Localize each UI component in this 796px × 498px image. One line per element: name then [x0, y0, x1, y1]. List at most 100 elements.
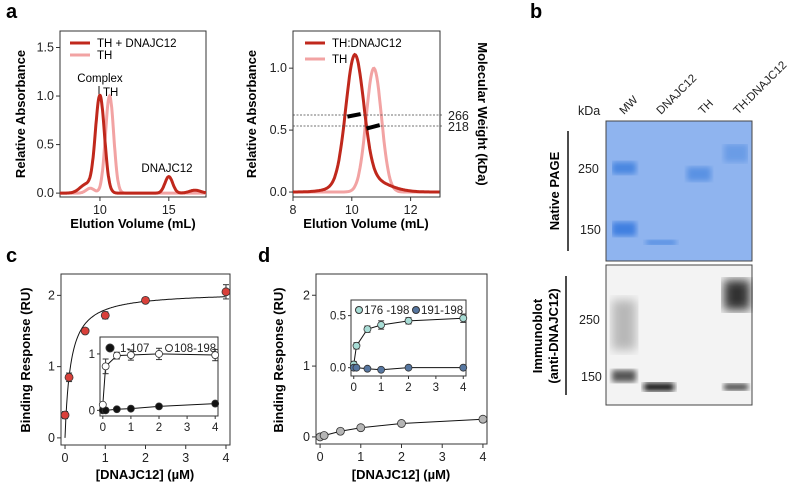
- a-left-ytick-label: 1.0: [37, 89, 54, 103]
- a-right-xtick-label: 12: [404, 203, 418, 217]
- d-inset-ytick-label: 0.0: [330, 363, 346, 375]
- c-inset-ytick-label: 0: [89, 405, 95, 417]
- band-th-dnajc12: [724, 144, 748, 162]
- legend-label-176-198: 176 -198: [364, 305, 409, 317]
- c-inset-point-108-198: [101, 362, 110, 371]
- d-inset-xtick-label: 2: [405, 382, 411, 394]
- native-page-label: Native PAGE: [547, 151, 562, 230]
- c-point-DNAJC12: [141, 295, 150, 305]
- d-point-DNAJC12: [356, 423, 366, 433]
- c-ytick-label: 2: [48, 288, 55, 302]
- a-right-series-th-dnajc12: [293, 52, 440, 194]
- a-right-axes-frame: [292, 30, 441, 198]
- complex-annotation: Complex: [77, 73, 123, 85]
- d-inset-point-176-198: [363, 325, 372, 334]
- panel-label-d: d: [258, 245, 270, 267]
- blot-band-dnajc12: [644, 383, 674, 391]
- panel-label-b: b: [530, 1, 542, 23]
- a-right-ytick-label: 0.0: [270, 185, 287, 199]
- dnajc12-annotation: DNAJC12: [141, 163, 192, 175]
- c-point-DNAJC12: [60, 410, 70, 420]
- mw-segment: [365, 123, 381, 131]
- a-right-y2label: Molecular Weight (kDa): [475, 42, 490, 186]
- a-left-series-th-dnajc12: [60, 93, 207, 195]
- c-xtick-label: 1: [102, 451, 109, 465]
- c-point-DNAJC12: [100, 310, 110, 320]
- d-xtick-label: 3: [439, 450, 446, 464]
- d-inset-xtick-label: 4: [460, 382, 467, 394]
- a-right-xtick-label: 10: [345, 203, 359, 217]
- c-xtick-label: 4: [222, 451, 229, 465]
- a-right-ylabel: Relative Absorbance: [244, 50, 259, 178]
- d-point-DNAJC12: [478, 414, 488, 424]
- c-inset-point-108-198: [127, 351, 135, 359]
- a-right-xtick-label: 8: [290, 203, 297, 217]
- d-ytick-label: 1: [303, 359, 310, 373]
- c-inset-xtick-label: 0: [100, 422, 106, 434]
- native-marker-150: 150: [580, 223, 601, 237]
- d-xtick-label: 0: [317, 450, 324, 464]
- c-xtick-label: 0: [62, 451, 69, 465]
- legend-label-th: TH: [97, 50, 112, 62]
- d-inset-point-176-198: [404, 316, 413, 325]
- a-left-ytick-label: 0.0: [37, 186, 54, 200]
- immunoblot-label: Immunoblot: [530, 298, 545, 373]
- c-inset-point-108-198: [98, 400, 107, 409]
- lane-label-th: TH: [697, 98, 716, 117]
- panel-label-a: a: [6, 1, 18, 23]
- d-inset-xtick-label: 0: [351, 382, 357, 394]
- d-inset-point-191-198: [404, 363, 413, 372]
- c-inset-point-1-107: [127, 404, 135, 413]
- legend-label-191-198: 191-198: [421, 305, 463, 317]
- d-xlabel: [DNAJC12] (µM): [352, 467, 451, 482]
- legend-marker-1-107: [105, 343, 115, 353]
- native-marker-250: 250: [578, 162, 599, 176]
- legend-label-1-107: 1-107: [120, 343, 149, 355]
- c-inset-point-108-198: [211, 351, 220, 359]
- d-ytick-label: 2: [303, 288, 310, 302]
- gel-panel: kDa MW DNAJC12 TH TH:DNAJC12 250 150 250…: [530, 59, 790, 406]
- legend-label-108-198: 108-198: [174, 343, 216, 355]
- blot-band-th-dnajc12-low: [724, 384, 748, 390]
- a-left-ylabel: Relative Absorbance: [13, 50, 28, 178]
- lane-label-mw: MW: [618, 94, 641, 117]
- c-inset-xtick-label: 3: [184, 422, 190, 434]
- c-xlabel: [DNAJC12] (µM): [96, 467, 195, 482]
- d-xtick-label: 1: [357, 450, 364, 464]
- a-right-ytick-label: 1.0: [270, 61, 287, 75]
- c-ytick-label: 1: [48, 360, 55, 374]
- lane-label-th-dnajc12: TH:DNAJC12: [732, 59, 790, 117]
- th-annotation: TH: [103, 87, 118, 99]
- immuno-marker-250: 250: [579, 313, 600, 327]
- d-inset-point-176-198: [459, 314, 468, 323]
- a-right-xlabel: Elution Volume (mL): [303, 216, 428, 231]
- mw-label-266: 266: [448, 109, 469, 123]
- a-left-xlabel: Elution Volume (mL): [70, 216, 195, 231]
- legend-marker-191-198: [412, 306, 420, 314]
- c-inset-xtick-label: 2: [156, 422, 162, 434]
- c-point-DNAJC12: [221, 287, 231, 297]
- d-inset-point-176-198: [352, 341, 361, 350]
- legend-marker-176-198: [355, 306, 363, 314]
- band-mw-250: [612, 162, 636, 174]
- d-inset-point-176-198: [377, 321, 386, 329]
- c-inset-ytick-label: 1: [89, 349, 95, 361]
- c-inset-point-1-107: [155, 402, 163, 411]
- a-left-xtick-label: 15: [162, 203, 176, 217]
- d-point-DNAJC12: [319, 431, 329, 440]
- d-xtick-label: 2: [398, 450, 405, 464]
- d-inset-point-191-198: [377, 365, 386, 374]
- c-inset-point-1-107: [211, 399, 220, 408]
- c-inset-xtick-label: 4: [212, 422, 219, 434]
- a-left-series-th: [60, 93, 206, 195]
- d-inset-point-191-198: [363, 364, 372, 373]
- d-inset-frame: [350, 299, 467, 377]
- c-point-DNAJC12: [80, 326, 90, 336]
- mw-label-218: 218: [448, 120, 469, 134]
- lane-label-dnajc12: DNAJC12: [655, 72, 700, 117]
- immuno-marker-150: 150: [581, 370, 602, 384]
- c-inset-point-1-107: [112, 405, 121, 414]
- c-inset-point-108-198: [155, 350, 163, 358]
- kda-label: kDa: [578, 104, 600, 118]
